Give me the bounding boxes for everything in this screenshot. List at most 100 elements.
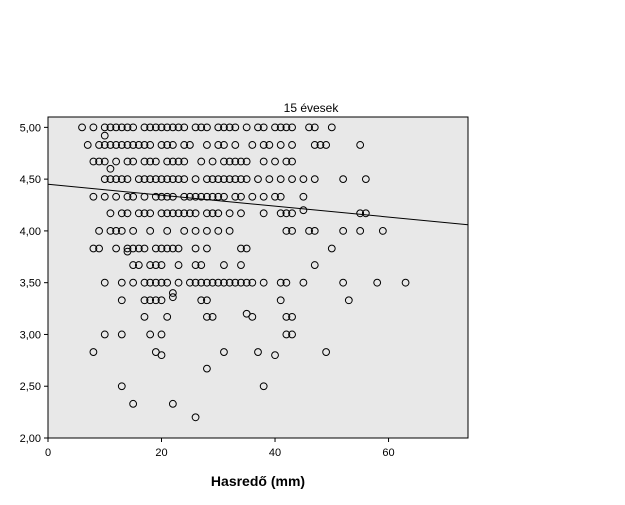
y-tick-label: 5,00 — [20, 122, 41, 134]
data-point — [106, 164, 115, 173]
data-point — [146, 278, 155, 287]
data-point — [265, 175, 274, 184]
data-point — [203, 209, 211, 218]
data-point — [106, 141, 115, 149]
data-point — [129, 157, 138, 166]
data-point — [185, 278, 194, 287]
data-point — [225, 227, 234, 235]
data-point — [310, 261, 319, 269]
data-point — [123, 141, 132, 149]
data-point — [203, 296, 211, 305]
data-point — [191, 244, 200, 253]
data-point — [203, 141, 211, 149]
data-point — [191, 261, 200, 269]
data-point — [237, 157, 245, 166]
data-point — [237, 278, 245, 287]
data-point — [146, 227, 155, 235]
data-point — [259, 382, 268, 391]
data-point — [282, 227, 291, 235]
data-point — [100, 192, 109, 201]
data-point — [220, 192, 228, 201]
data-point — [197, 296, 206, 305]
data-point — [254, 123, 262, 132]
data-point — [282, 123, 291, 132]
data-point — [378, 227, 387, 235]
data-point — [140, 278, 149, 287]
data-point — [225, 123, 234, 132]
data-point — [214, 141, 223, 149]
data-point — [237, 209, 245, 218]
x-tick-label: 0 — [45, 447, 51, 459]
data-point — [282, 312, 291, 321]
data-point — [78, 123, 86, 132]
y-tick-label: 3,50 — [20, 278, 41, 290]
data-point — [146, 157, 155, 166]
data-point — [163, 123, 172, 132]
data-point — [129, 261, 138, 269]
data-point — [361, 209, 370, 218]
data-point — [242, 157, 251, 166]
data-point — [214, 209, 223, 218]
data-point — [220, 278, 228, 287]
data-point — [356, 227, 365, 235]
data-point — [146, 209, 155, 218]
data-point — [356, 141, 365, 149]
data-point — [288, 175, 296, 184]
data-point — [220, 141, 228, 149]
data-point — [259, 123, 268, 132]
data-point — [288, 141, 296, 149]
data-point — [310, 123, 319, 132]
data-point — [157, 192, 166, 201]
data-point — [327, 123, 336, 132]
data-point — [231, 175, 240, 184]
data-point — [163, 227, 172, 235]
x-axis: 0 20 40 60 — [45, 438, 395, 459]
data-point — [112, 141, 121, 149]
data-point — [299, 278, 308, 287]
data-point — [237, 261, 245, 269]
data-point — [282, 209, 291, 218]
data-point — [112, 244, 121, 253]
data-point — [134, 141, 143, 149]
data-point — [157, 296, 166, 305]
data-point — [254, 348, 262, 356]
x-tick-label: 40 — [269, 447, 281, 459]
data-point — [225, 175, 234, 184]
data-point — [174, 123, 183, 132]
data-point — [197, 261, 206, 269]
data-point — [140, 157, 149, 166]
data-point — [248, 278, 257, 287]
data-point — [180, 123, 189, 132]
data-point — [123, 157, 132, 166]
data-point — [146, 330, 155, 339]
data-point — [276, 278, 285, 287]
data-point — [276, 175, 285, 184]
data-point — [151, 244, 160, 253]
data-point — [259, 157, 268, 166]
data-point — [282, 157, 291, 166]
data-point — [259, 209, 268, 218]
data-point — [168, 293, 177, 302]
data-point — [276, 123, 285, 132]
data-point — [100, 175, 109, 184]
y-tick-label: 3,00 — [20, 329, 41, 341]
data-point — [220, 157, 228, 166]
data-point — [100, 123, 109, 132]
data-point — [185, 192, 194, 201]
plot-area — [47, 116, 469, 439]
data-point — [163, 209, 172, 218]
data-point — [106, 209, 115, 218]
data-point — [305, 227, 313, 235]
data-point — [100, 131, 109, 140]
data-point — [282, 330, 291, 339]
data-point — [208, 312, 217, 321]
data-point — [310, 141, 319, 149]
data-point — [112, 157, 121, 166]
data-point — [174, 244, 183, 253]
data-point — [83, 141, 92, 149]
data-point — [242, 175, 251, 184]
y-tick-label: 2,50 — [20, 381, 41, 393]
data-point — [288, 227, 296, 235]
data-point — [163, 244, 172, 253]
